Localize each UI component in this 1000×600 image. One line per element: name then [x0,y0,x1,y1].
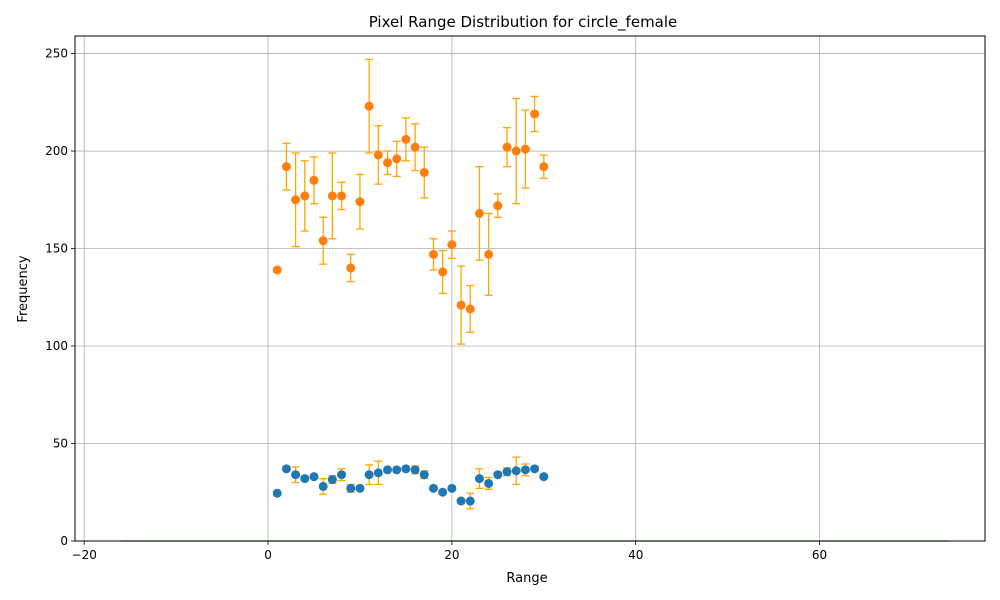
data-point [447,483,457,493]
x-tick-label: 20 [444,548,459,562]
data-point [318,481,328,491]
data-point [346,483,356,493]
data-point [392,154,402,164]
data-point [392,465,402,475]
data-point [373,150,383,160]
data-point [309,175,319,185]
grid-lines [75,36,985,542]
data-point [281,162,291,172]
plot-frame [74,35,986,542]
data-point [465,496,475,506]
data-point [281,464,291,474]
data-point [291,195,301,205]
data-point [410,142,420,152]
data-point [465,304,475,314]
data-point [493,470,503,480]
data-point [364,101,374,111]
y-tick-label: 200 [45,144,68,158]
data-point [520,465,530,475]
data-point [291,470,301,480]
x-axis-label: Range [506,571,547,586]
x-tick-label: −20 [72,548,97,562]
data-point [438,267,448,277]
data-point [327,475,337,485]
data-point [474,208,484,218]
y-tick-label: 0 [60,534,68,548]
data-point [511,466,521,476]
x-tick-label: 40 [628,548,643,562]
y-tick-label: 150 [45,242,68,256]
data-point [438,487,448,497]
data-point [364,470,374,480]
y-axis-ticks: 0 50 100 150 200 250 [45,47,75,548]
data-point [447,240,457,250]
data-point [493,201,503,211]
data-point [428,483,438,493]
data-point [530,464,540,474]
data-point [337,191,347,201]
y-tick-label: 100 [45,339,68,353]
data-marks [272,58,549,510]
data-point [383,158,393,168]
data-point [327,191,337,201]
data-point [456,496,466,506]
y-axis-label: Frequency [16,255,31,322]
data-point [502,142,512,152]
data-point [401,134,411,144]
data-point [309,472,319,482]
data-point [318,236,328,246]
y-tick-label: 250 [45,47,68,61]
data-point [502,467,512,477]
data-point [272,265,282,275]
series-1 [272,456,549,510]
data-point [484,249,494,259]
data-point [428,249,438,259]
data-point [530,109,540,119]
data-point [337,470,347,480]
y-tick-label: 50 [53,437,68,451]
data-point [484,478,494,488]
data-point [520,144,530,154]
data-point [539,472,549,482]
data-point [355,483,365,493]
data-point [419,470,429,480]
data-point [419,167,429,177]
x-tick-label: 0 [264,548,272,562]
data-point [355,197,365,207]
data-point [401,464,411,474]
series-0 [272,58,549,345]
data-point [383,465,393,475]
data-point [410,465,420,475]
data-point [539,162,549,172]
data-point [456,300,466,310]
data-point [300,191,310,201]
data-point [346,263,356,273]
chart-title: Pixel Range Distribution for circle_fema… [369,13,678,32]
data-point [474,474,484,484]
data-point [373,468,383,478]
data-point [272,488,282,498]
x-axis-ticks: −20 0 20 40 60 [72,541,827,562]
data-point [511,146,521,156]
x-tick-label: 60 [812,548,827,562]
data-point [300,474,310,484]
